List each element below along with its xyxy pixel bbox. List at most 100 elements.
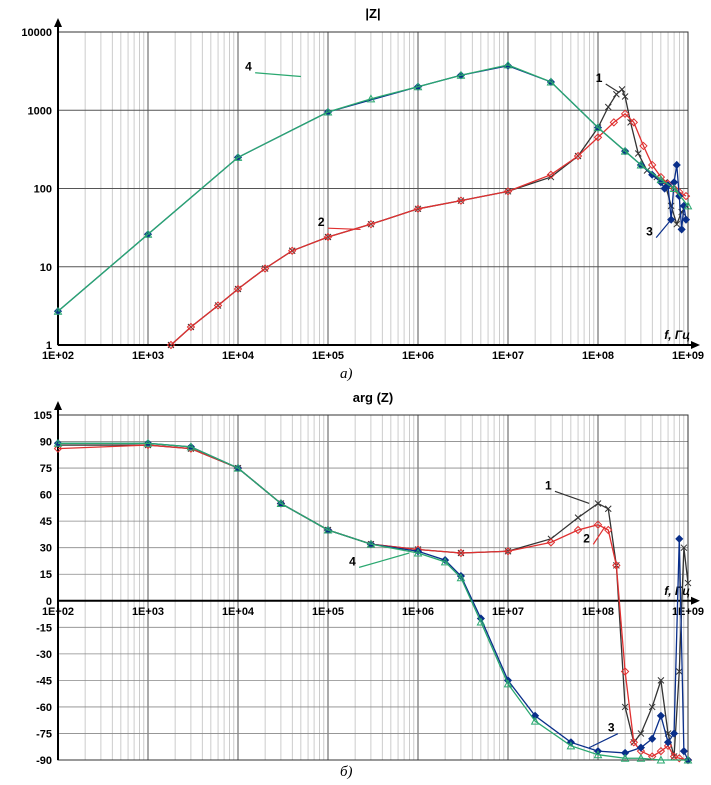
data-point-3 — [681, 215, 691, 224]
y-tick-label: 75 — [40, 463, 52, 475]
annotation-pointer-4 — [358, 552, 410, 568]
data-point-4 — [323, 107, 333, 116]
data-point-4 — [276, 498, 286, 507]
data-point-2 — [620, 109, 630, 119]
data-point-4 — [53, 306, 63, 315]
annotation-pointer-1 — [554, 490, 590, 505]
data-point-4 — [546, 77, 556, 86]
data-point-4 — [620, 146, 630, 155]
data-point-2 — [647, 160, 657, 170]
data-point-2 — [573, 525, 583, 535]
data-point-3 — [672, 160, 681, 170]
y-tick-label: 1 — [46, 340, 52, 352]
x-tick-label: 1E+04 — [222, 350, 255, 362]
data-point-2 — [620, 667, 630, 676]
data-point-4 — [566, 741, 576, 750]
data-point-2 — [456, 196, 466, 205]
annotation-label-4: 4 — [245, 60, 252, 74]
y-tick-label: -30 — [36, 649, 52, 661]
data-point-4 — [593, 750, 603, 759]
data-point-3 — [531, 711, 540, 720]
data-point-2 — [366, 219, 376, 229]
annotation-label-4: 4 — [349, 554, 356, 568]
data-point-4 — [413, 548, 423, 557]
x-tick-label: 1E+09 — [672, 606, 704, 618]
chart-impedance-magnitude: 1E+02 1E+03 1E+04 1E+05 1E+06 1E+07 1E+08 1E+09… — [21, 6, 704, 362]
annotation-pointer-1 — [605, 83, 620, 93]
y-tick-label: 105 — [34, 410, 52, 422]
data-point-2 — [213, 301, 223, 310]
annotation-label-3: 3 — [646, 225, 653, 239]
y-tick-label: -15 — [36, 622, 52, 634]
data-point-3 — [648, 170, 657, 179]
data-point-1 — [680, 544, 688, 552]
data-point-2 — [503, 547, 513, 556]
data-point-4 — [186, 442, 196, 451]
x-tick-label: 1E+08 — [582, 350, 614, 362]
data-point-4 — [656, 755, 666, 764]
data-point-2 — [546, 538, 556, 547]
series-line-4 — [57, 64, 689, 312]
y-axis-arrow — [54, 401, 62, 410]
y-tick-label: 10 — [40, 262, 52, 274]
y-tick-label: -45 — [36, 675, 52, 687]
caption-a: а) — [340, 366, 353, 382]
data-point-1 — [637, 730, 645, 737]
data-point-4 — [636, 160, 646, 169]
y-tick-label: 100 — [34, 184, 52, 196]
data-point-3 — [663, 738, 673, 747]
data-point-2 — [53, 444, 63, 453]
data-point-4 — [143, 438, 153, 447]
y-tick-label: -90 — [36, 755, 52, 767]
caption-b: б) — [340, 764, 353, 780]
series-line-2 — [170, 112, 687, 346]
data-point-2 — [629, 118, 639, 127]
data-point-3 — [677, 225, 686, 234]
data-point-4 — [683, 755, 693, 764]
x-tick-label: 1E+05 — [312, 606, 344, 618]
x-tick-label: 1E+09 — [672, 350, 704, 362]
data-point-2 — [456, 548, 466, 558]
data-point-1 — [621, 93, 629, 100]
data-point-2 — [593, 133, 603, 142]
data-point-4 — [530, 716, 540, 725]
chart-title: |Z| — [365, 6, 380, 21]
data-point-2 — [166, 340, 176, 350]
y-tick-label: 0 — [46, 596, 52, 608]
data-point-1 — [684, 579, 692, 587]
data-point-4 — [233, 463, 243, 472]
data-point-2 — [639, 141, 648, 151]
x-tick-label: 1E+02 — [42, 350, 74, 362]
annotation-pointer-2 — [592, 526, 606, 545]
data-point-3 — [621, 748, 630, 757]
annotation-pointer-3 — [589, 733, 619, 749]
data-point-2 — [629, 738, 639, 747]
chart-title: arg (Z) — [353, 390, 393, 405]
data-point-3 — [656, 711, 665, 720]
y-tick-label: 1000 — [28, 105, 52, 117]
data-point-3 — [679, 747, 688, 756]
data-point-2 — [593, 520, 603, 529]
data-point-4 — [323, 525, 333, 534]
x-tick-label: 1E+03 — [132, 606, 164, 618]
data-point-2 — [233, 284, 243, 294]
data-point-2 — [186, 322, 196, 332]
x-tick-label: 1E+02 — [42, 606, 74, 618]
annotation-pointer-3 — [655, 219, 672, 238]
annotation-label-2: 2 — [318, 215, 325, 229]
data-point-1 — [675, 668, 683, 675]
data-point-3 — [675, 534, 684, 543]
y-tick-label: 60 — [40, 490, 52, 502]
annotation-label-1: 1 — [545, 478, 552, 492]
data-point-4 — [366, 539, 376, 548]
annotation-pointer-2 — [327, 227, 361, 231]
data-point-3 — [636, 743, 646, 752]
data-point-4 — [366, 94, 376, 103]
data-point-1 — [574, 514, 582, 521]
x-axis-arrow — [691, 596, 700, 605]
data-point-4 — [656, 175, 666, 184]
data-point-2 — [573, 151, 583, 161]
data-point-2 — [612, 561, 621, 570]
series-line-2 — [57, 444, 689, 761]
x-tick-label: 1E+04 — [222, 606, 255, 618]
